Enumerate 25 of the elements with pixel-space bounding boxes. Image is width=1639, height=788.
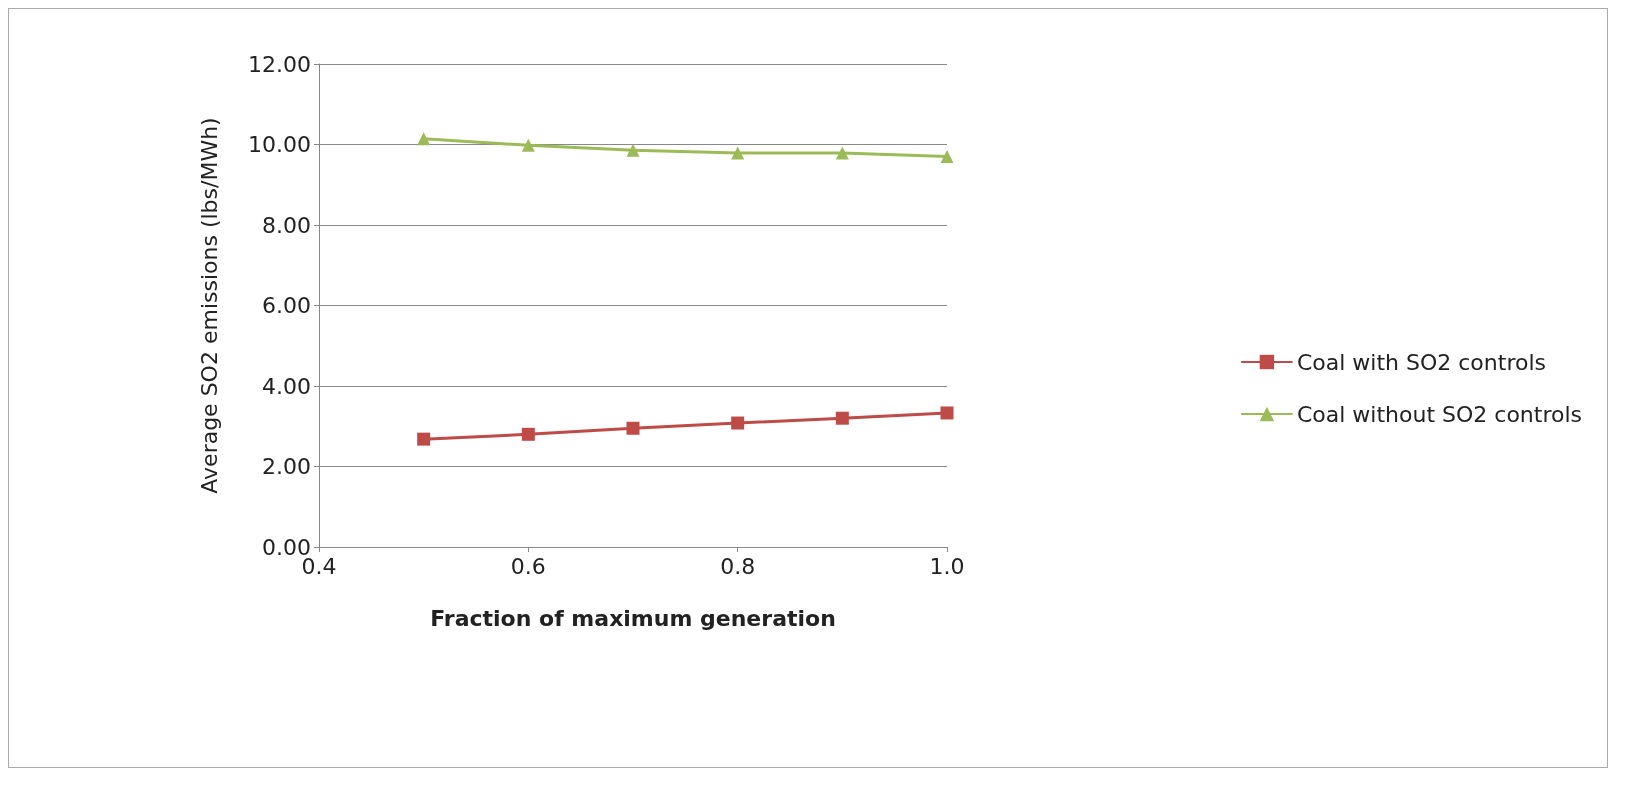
point [417,132,431,146]
point [417,432,431,446]
point [521,427,535,441]
y-tick-label: 6.00 [262,293,311,318]
y-tick-label: 10.00 [248,132,311,157]
x-tick-label: 0.8 [720,553,756,579]
point [835,411,849,425]
x-tick-label: 0.6 [510,553,546,579]
point [731,416,745,430]
y-tick-label: 12.00 [248,51,311,77]
point [731,146,745,160]
point [626,143,640,157]
point [835,146,849,160]
point [626,421,640,435]
y-tick-label: 2.00 [262,454,311,479]
y-tick-label: 4.00 [262,373,311,399]
point [521,138,535,152]
legend-label: Coal without SO2 controls [1296,401,1583,427]
legend-label: Coal with SO2 controls [1296,349,1546,375]
point [940,150,954,164]
x-axis-title: Fraction of maximum generation [430,605,836,631]
y-axis-title: Average SO2 emissions (lbs/MWh) [196,117,222,494]
y-tick-label: 8.00 [262,212,311,238]
point [940,406,954,420]
x-tick-label: 1.0 [929,553,965,579]
